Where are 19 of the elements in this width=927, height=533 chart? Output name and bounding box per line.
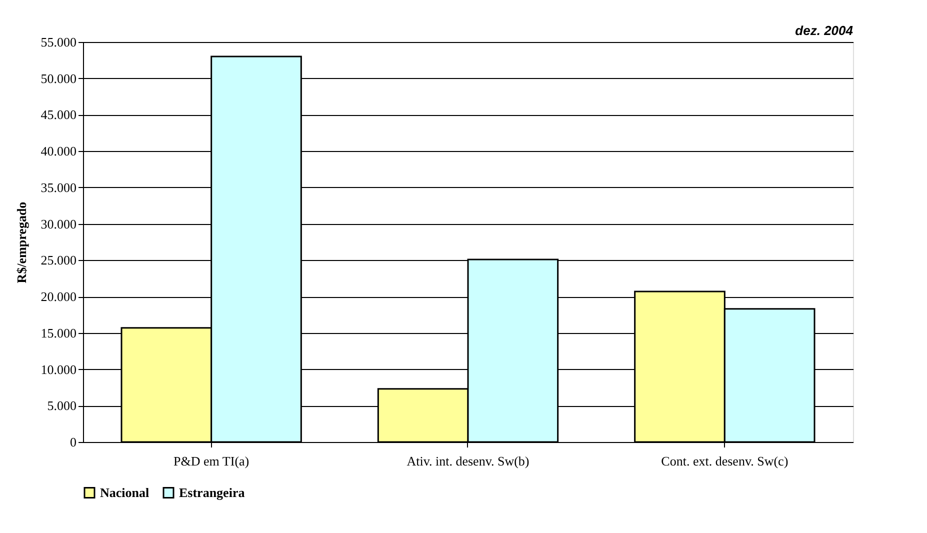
y-axis-title: R$/empregado bbox=[14, 202, 29, 284]
y-tick-label: 0 bbox=[70, 434, 76, 450]
y-tick-label: 30.000 bbox=[40, 216, 76, 232]
y-tick-label: 50.000 bbox=[40, 70, 76, 86]
y-tick-label: 45.000 bbox=[40, 107, 76, 122]
x-tick-label: Ativ. int. desenv. Sw(b) bbox=[406, 454, 530, 468]
x-tick-label: Cont. ext. desenv. Sw(c) bbox=[661, 454, 788, 468]
y-tick-label: 25.000 bbox=[40, 252, 76, 268]
y-tick-label: 10.000 bbox=[40, 362, 76, 377]
y-tick-label: 55.000 bbox=[40, 34, 76, 50]
x-tick-label: P&D em TI(a) bbox=[174, 454, 250, 468]
y-tick-label: 15.000 bbox=[40, 325, 76, 340]
y-tick-label: 35.000 bbox=[40, 180, 76, 195]
text: dez. 2004 bbox=[795, 23, 854, 38]
y-tick-label: 20.000 bbox=[40, 289, 76, 304]
y-tick-label: 5.000 bbox=[47, 398, 76, 414]
legend-label: Nacional bbox=[100, 484, 150, 500]
legend-label: Estrangeira bbox=[179, 484, 246, 500]
y-tick-label: 40.000 bbox=[40, 144, 76, 159]
